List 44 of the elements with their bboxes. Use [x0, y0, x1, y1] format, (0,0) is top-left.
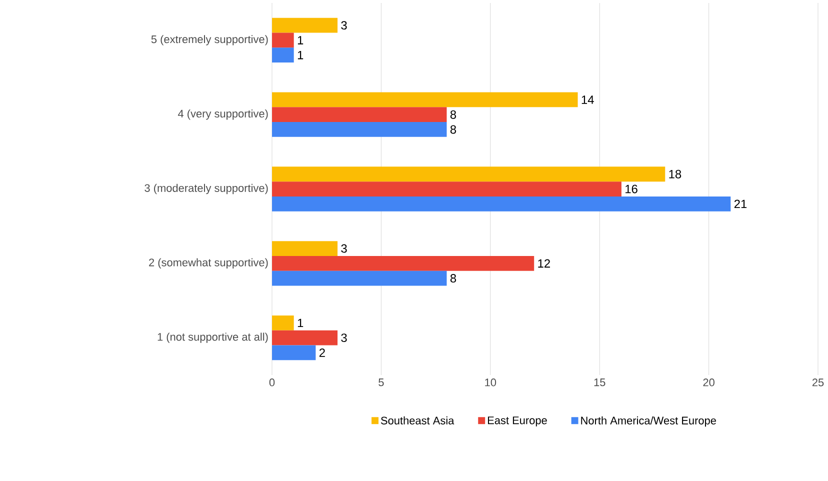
- data-label: 3: [341, 21, 347, 30]
- data-label: 8: [450, 110, 456, 119]
- data-label: 8: [450, 274, 456, 283]
- data-label: 3: [341, 244, 347, 253]
- y-tick-label: 3 (moderately supportive): [144, 184, 268, 194]
- legend-label: East Europe: [488, 416, 547, 426]
- bar: [272, 256, 534, 271]
- bar: [272, 182, 622, 196]
- y-tick-label: 1 (not supportive at all): [158, 332, 268, 343]
- bar: [272, 241, 338, 256]
- bar: [272, 166, 666, 182]
- data-label: 2: [319, 348, 325, 357]
- bar: [272, 122, 447, 137]
- x-tick-label: 25: [812, 378, 824, 386]
- legend-label: Southeast Asia: [380, 416, 454, 424]
- bar: [272, 92, 578, 108]
- data-label: 1: [298, 36, 304, 44]
- data-label: 1: [298, 50, 304, 60]
- x-tick-label: 0: [269, 378, 275, 386]
- data-label: 12: [538, 259, 550, 268]
- data-label: 8: [450, 125, 456, 134]
- bar: [272, 48, 294, 63]
- x-tick-label: 5: [378, 378, 384, 386]
- x-tick-label: 10: [485, 378, 496, 386]
- x-tick-label: 20: [703, 378, 714, 386]
- data-label: 21: [734, 200, 747, 208]
- bar: [272, 107, 447, 122]
- y-tick-label: 4 (very supportive): [178, 110, 268, 120]
- bar: [272, 345, 316, 360]
- bar: [272, 315, 294, 330]
- x-tick-label: 15: [594, 378, 606, 386]
- bar: [272, 196, 731, 212]
- y-tick-label: 2 (somewhat supportive): [149, 258, 268, 269]
- data-label: 18: [669, 170, 682, 178]
- bar: [272, 330, 338, 346]
- data-label: 14: [582, 96, 594, 104]
- data-label: 1: [298, 318, 304, 328]
- data-label: 16: [626, 184, 638, 194]
- data-label: 3: [341, 334, 347, 342]
- legend-label: North America/West Europe: [581, 416, 716, 427]
- y-tick-label: 5 (extremely supportive): [151, 35, 268, 46]
- bar: [272, 32, 294, 48]
- bar: [272, 18, 338, 33]
- bar: [272, 270, 447, 286]
